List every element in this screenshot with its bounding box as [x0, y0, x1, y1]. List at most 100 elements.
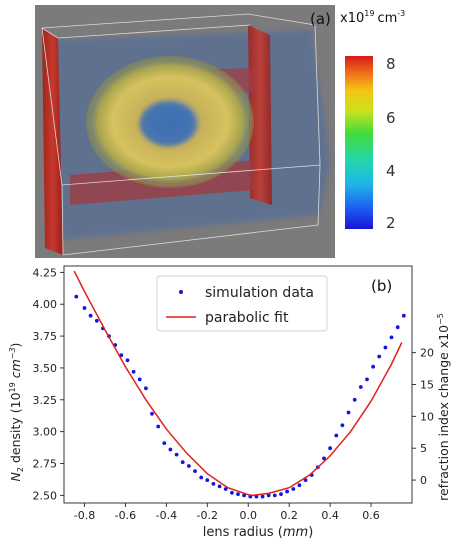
y2-tick-label: 5: [420, 442, 427, 455]
simulation-data-point: [401, 313, 406, 318]
simulation-data-point: [322, 456, 326, 461]
simulation-data-point: [137, 377, 142, 382]
simulation-data-point: [383, 345, 388, 350]
simulation-data-point: [272, 493, 277, 498]
x-tick-label: 0.4: [321, 509, 339, 522]
panel-a-label: (a): [310, 10, 331, 28]
simulation-data-point: [352, 397, 357, 402]
simulation-data-point: [303, 478, 308, 482]
y-tick-label: 2.75: [33, 458, 58, 471]
unit-suffix: cm: [377, 11, 397, 26]
legend-marker-simulation: [179, 290, 183, 294]
ylabel-close: ): [8, 343, 23, 348]
y-axis-label: N2 density (1019 cm−3): [8, 343, 25, 482]
legend-box: [156, 275, 328, 332]
ylabel-rest: density (10: [8, 392, 23, 467]
simulation-data-point: [74, 294, 79, 299]
x-tick-label: 0.6: [362, 509, 380, 522]
simulation-data-point: [144, 386, 148, 391]
y-tick-label: 3.75: [33, 330, 58, 343]
colorbar: [345, 56, 373, 229]
front-wall: [42, 28, 63, 255]
xlabel-unit: mm: [283, 525, 308, 540]
panel-a-3d-density: (a) x1019 cm-3 8 6 4 2: [0, 0, 463, 262]
colorbar-unit: x1019 cm-3: [340, 9, 405, 26]
x-axis-label: lens radius (mm): [203, 525, 314, 540]
colorbar-tick-8: 8: [386, 55, 396, 73]
simulation-data-point: [187, 464, 191, 468]
simulation-data-point: [193, 469, 197, 473]
simulation-data-point: [199, 475, 204, 480]
simulation-data-point: [346, 410, 351, 415]
simulation-data-point: [223, 487, 228, 491]
simulation-data-point: [395, 325, 400, 330]
y2-tick-label: 15: [420, 379, 434, 392]
x-tick-label: -0.4: [156, 509, 177, 522]
x-tick-label: 0.0: [239, 509, 257, 522]
ylabel-n: N: [8, 471, 23, 481]
x-tick-label: 0.2: [280, 509, 298, 522]
y2-tick-label: 20: [420, 347, 434, 360]
simulation-data-point: [217, 484, 222, 489]
simulation-data-point: [285, 489, 289, 494]
simulation-data-point: [358, 385, 363, 389]
y-tick-label: 3.50: [33, 362, 58, 375]
torus-core: [140, 102, 196, 146]
xlabel-text: lens radius (: [203, 525, 283, 540]
chart-legend: simulation data parabolic fit: [156, 275, 328, 332]
y2-tick-label: 0: [420, 474, 427, 487]
parabolic-fit-line: [73, 270, 403, 497]
ylabel-sub: 2: [16, 467, 25, 472]
ylabel-unit: cm: [8, 359, 23, 382]
y2-axis-label: refraction index change x10−5: [436, 313, 451, 501]
simulation-data-point: [279, 492, 283, 496]
simulation-data-point: [377, 354, 382, 359]
ylabel-unit-exp: −3: [8, 347, 17, 359]
unit-suffix-exp: -3: [397, 9, 405, 18]
ylabel-exp: 19: [8, 382, 17, 392]
y2-tick-label: 10: [420, 410, 434, 423]
simulation-data-point: [371, 364, 375, 369]
colorbar-tick-4: 4: [386, 162, 396, 180]
colorbar-tick-2: 2: [386, 214, 396, 232]
simulation-data-point: [131, 369, 136, 374]
unit-prefix: x10: [340, 11, 364, 26]
y-tick-label: 4.00: [33, 298, 58, 311]
panel-b-label: (b): [371, 277, 392, 295]
torus-rim: [86, 56, 254, 188]
y2label-exp: −5: [436, 313, 445, 325]
simulation-data-point: [88, 313, 93, 318]
x-tick-label: -0.2: [197, 509, 218, 522]
simulation-data-point: [125, 358, 130, 363]
axis-ticks: -0.8 -0.6 -0.4 -0.2 0.0 0.2 0.4 0.6 2.50 2.75 3.00…: [33, 266, 435, 522]
simulation-data-point: [266, 493, 271, 498]
bounding-box: [41, 13, 321, 256]
simulation-data-point: [328, 446, 332, 451]
y-tick-label: 2.50: [33, 489, 58, 502]
colorbar-tick-6: 6: [386, 109, 396, 127]
simulation-data-point: [150, 411, 154, 416]
simulation-data-point: [230, 490, 234, 495]
simulation-data-point: [334, 433, 339, 438]
simulation-data-point: [180, 460, 185, 465]
simulation-data-point: [260, 494, 265, 499]
simulation-data-point: [389, 335, 394, 340]
x-tick-label: -0.6: [115, 509, 136, 522]
simulation-data-point: [365, 377, 369, 382]
legend-label-simulation: simulation data: [205, 285, 314, 301]
unit-exp: 19: [364, 9, 374, 18]
x-tick-label: -0.8: [74, 509, 95, 522]
simulation-data-point: [94, 318, 99, 323]
simulation-data-point: [291, 487, 296, 491]
simulation-data-point: [211, 482, 216, 486]
density-profile-chart: -0.8 -0.6 -0.4 -0.2 0.0 0.2 0.4 0.6 2.50 2.75 3.00…: [8, 265, 451, 540]
panel-a-svg: (a) x1019 cm-3 8 6 4 2: [35, 5, 405, 258]
simulation-data-point: [168, 447, 173, 452]
simulation-data-point: [297, 483, 302, 488]
legend-label-fit: parabolic fit: [205, 310, 289, 326]
y-tick-label: 3.00: [33, 426, 58, 439]
data-marks: [73, 270, 406, 499]
simulation-data-point: [242, 493, 247, 498]
simulation-data-point: [82, 306, 87, 310]
simulation-data-point: [162, 441, 167, 445]
